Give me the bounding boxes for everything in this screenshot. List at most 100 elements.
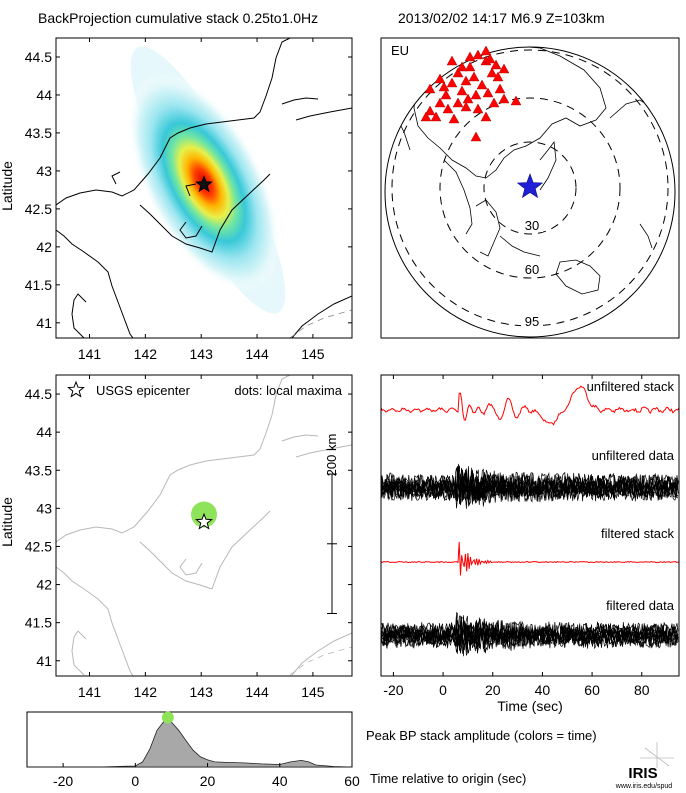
bp-map-ytick-label: 43 bbox=[36, 163, 52, 179]
station-triangle bbox=[484, 53, 496, 64]
station-triangle bbox=[498, 93, 510, 104]
event-star bbox=[516, 173, 544, 199]
station-triangle bbox=[480, 45, 492, 56]
station-triangle bbox=[472, 103, 484, 114]
station-map-panel: EU 30 60 95 bbox=[380, 37, 680, 339]
legend-star bbox=[67, 380, 85, 398]
maxima-map-xtick-label: 141 bbox=[78, 684, 102, 700]
legend-label: USGS epicenter bbox=[96, 383, 191, 398]
epicenter-star bbox=[195, 512, 213, 530]
station-triangle bbox=[510, 95, 522, 106]
station-triangle bbox=[438, 81, 450, 92]
station-triangle bbox=[460, 101, 472, 112]
bp-map-ytick-label: 43.5 bbox=[25, 125, 52, 141]
maxima-map-xtick-label: 145 bbox=[301, 684, 325, 700]
label-unfiltered-data: unfiltered data bbox=[592, 448, 675, 463]
station-triangle bbox=[468, 71, 480, 82]
legend-star-icon bbox=[67, 380, 85, 398]
station-triangle bbox=[462, 93, 474, 104]
traces-panel: -20 0 20 40 60 80 unfiltered stack unfiltered… bbox=[380, 374, 680, 714]
bp-map-ytick-label: 44 bbox=[36, 87, 52, 103]
station-triangle bbox=[460, 75, 472, 86]
station-triangle bbox=[434, 97, 446, 108]
station-triangle bbox=[492, 71, 504, 82]
maxima-map-frame bbox=[55, 374, 353, 677]
station-triangle bbox=[470, 89, 482, 100]
traces-xtick-label: 0 bbox=[439, 682, 447, 698]
maxima-map-ylabel: Latitude bbox=[0, 497, 15, 547]
bp-map-xtick-label: 144 bbox=[245, 346, 269, 362]
event-info: 2013/02/02 14:17 M6.9 Z=103km bbox=[398, 10, 605, 26]
coastline bbox=[56, 38, 352, 338]
epicenter-star-marker bbox=[195, 175, 213, 193]
traces-xtick-label: 80 bbox=[634, 682, 650, 698]
station-triangle bbox=[424, 105, 436, 116]
bp-map-ylabel: Latitude bbox=[0, 161, 15, 211]
maxima-map-xtick-label: 143 bbox=[190, 684, 214, 700]
traces-xtick-label: -20 bbox=[383, 682, 403, 698]
traces-xtick-label: 60 bbox=[584, 682, 600, 698]
maxima-map-ytick-label: 44 bbox=[36, 424, 52, 440]
peak-amplitude-xlabel: Time relative to origin (sec) bbox=[370, 771, 526, 786]
peak-amplitude-dot bbox=[161, 711, 174, 724]
data-trace bbox=[381, 474, 679, 509]
station-triangle bbox=[442, 103, 454, 114]
logo-url: www.iris.edu/spud bbox=[615, 783, 673, 790]
station-triangle bbox=[446, 77, 458, 88]
globe-landmass bbox=[395, 47, 653, 295]
station-triangle bbox=[480, 111, 492, 122]
trace-filtered-stack bbox=[381, 541, 679, 576]
ring-label-95: 95 bbox=[525, 314, 539, 329]
traces-xtick-label: 20 bbox=[485, 682, 501, 698]
station-triangle bbox=[470, 131, 482, 142]
station-triangle bbox=[456, 85, 468, 96]
station-triangle bbox=[440, 89, 452, 100]
network-label: EU bbox=[391, 43, 409, 58]
maxima-map-ytick-label: 42 bbox=[36, 577, 52, 593]
data-trace bbox=[381, 624, 679, 656]
bp-map-ytick-label: 44.5 bbox=[25, 49, 52, 65]
maxima-map-ytick-label: 42.5 bbox=[25, 538, 52, 554]
station-triangle bbox=[420, 111, 432, 122]
bp-map-ytick-label: 41 bbox=[36, 315, 52, 331]
station-triangle bbox=[434, 73, 446, 84]
iris-logo: IRIS www.iris.edu/spud bbox=[615, 742, 674, 790]
ring-label-30: 30 bbox=[525, 218, 539, 233]
bp-map-xtick-label: 141 bbox=[78, 346, 102, 362]
station-triangle bbox=[424, 83, 436, 94]
peak-amplitude-panel: -20 0 20 40 60 Peak BP stack amplitude (colo… bbox=[26, 711, 597, 789]
traces-xlabel: Time (sec) bbox=[497, 698, 563, 714]
maxima-map-ytick-label: 43 bbox=[36, 500, 52, 516]
maxima-map-ytick-label: 44.5 bbox=[25, 386, 52, 402]
figure-title: BackProjection cumulative stack 0.25to1.… bbox=[38, 10, 318, 26]
bp-map-frame bbox=[55, 37, 353, 339]
ring-label-60: 60 bbox=[525, 262, 539, 277]
bp-map-xtick-label: 142 bbox=[134, 346, 158, 362]
bp-map-xtick-label: 145 bbox=[301, 346, 325, 362]
station-triangle bbox=[464, 51, 476, 62]
peak-xtick-label: 60 bbox=[344, 773, 360, 789]
peak-xtick-label: 40 bbox=[272, 773, 288, 789]
maxima-note: dots: local maxima bbox=[234, 383, 342, 398]
station-triangle bbox=[490, 59, 502, 70]
peak-xtick-label: -20 bbox=[53, 773, 73, 789]
peak-amplitude-title: Peak BP stack amplitude (colors = time) bbox=[366, 728, 597, 743]
peak-xtick-label: 20 bbox=[200, 773, 216, 789]
station-triangle bbox=[452, 67, 464, 78]
station-triangle bbox=[448, 113, 460, 124]
traces-xtick-label: 40 bbox=[535, 682, 551, 698]
station-triangle bbox=[498, 63, 510, 74]
label-filtered-data: filtered data bbox=[606, 598, 675, 613]
maxima-map-xtick-label: 142 bbox=[134, 684, 158, 700]
station-triangle bbox=[482, 87, 494, 98]
maxima-map-ytick-label: 43.5 bbox=[25, 462, 52, 478]
peak-amplitude-area bbox=[27, 720, 353, 768]
station-triangle bbox=[456, 61, 468, 72]
coastline-gray bbox=[56, 375, 352, 676]
maxima-map-ytick-label: 41.5 bbox=[25, 615, 52, 631]
station-triangle bbox=[472, 49, 484, 60]
station-triangle bbox=[486, 67, 498, 78]
bp-map-xtick-label: 143 bbox=[190, 346, 214, 362]
maxima-map-panel: 141 142 143 144 1454141.54242.54343.54444.5 … bbox=[0, 374, 353, 700]
